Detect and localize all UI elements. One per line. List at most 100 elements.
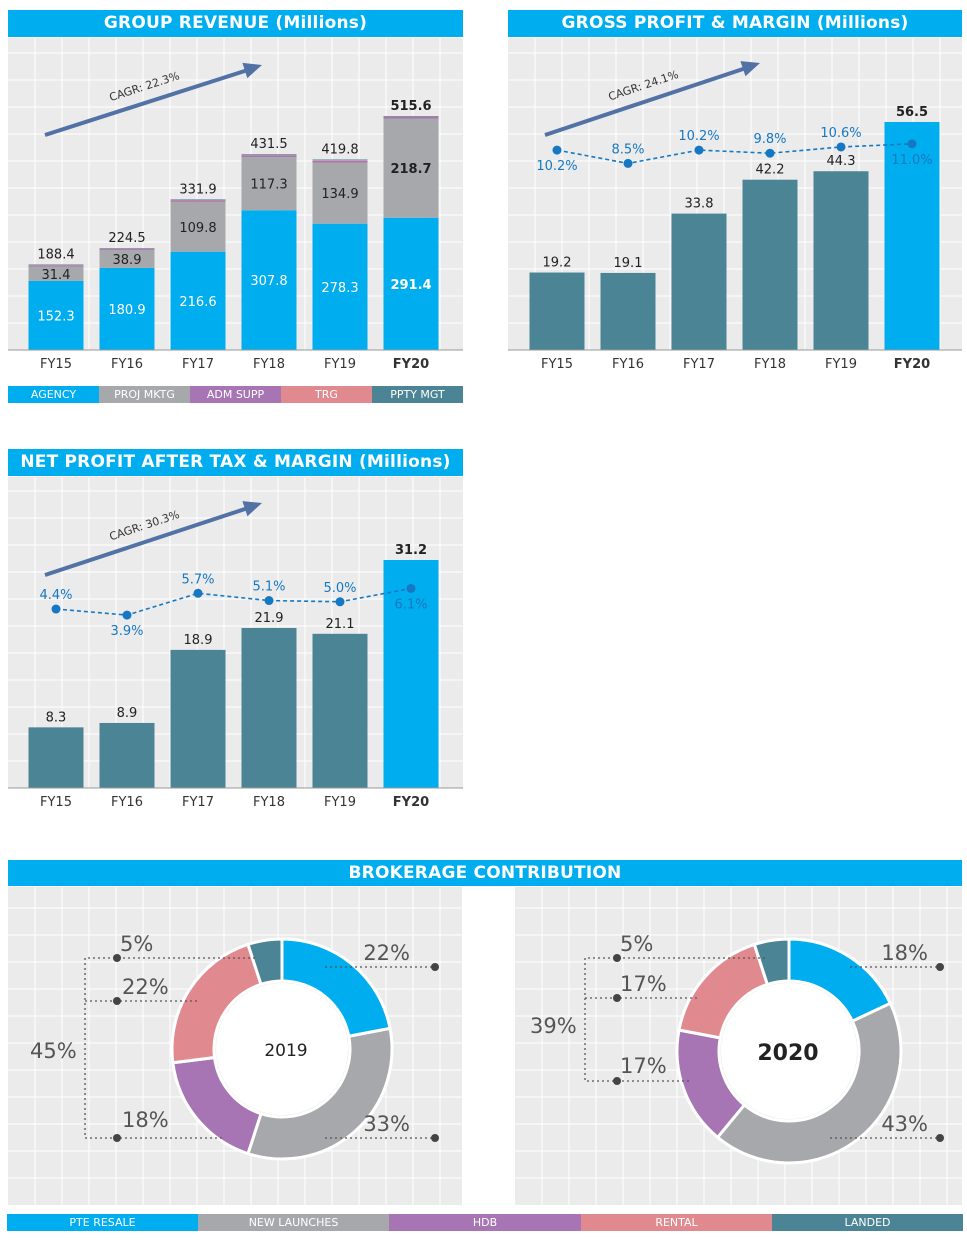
gross-profit-x-tick-FY15: FY15 — [541, 357, 573, 372]
brokerage-legend: PTE RESALE NEW LAUNCHES HDB RENTAL LANDE… — [7, 1214, 963, 1231]
donut-2020-leader-dot-new — [936, 1134, 944, 1142]
gross-profit-bar-FY19 — [813, 171, 869, 350]
gross-profit-bar-FY17 — [671, 213, 727, 350]
gross-profit-value-label-FY19: 44.3 — [827, 154, 856, 169]
donut-2020-label-new: 43% — [881, 1112, 928, 1136]
legend-rental: RENTAL — [581, 1214, 772, 1231]
revenue-bar-agency-FY19 — [312, 223, 368, 350]
revenue-total-label-FY19: 419.8 — [321, 142, 358, 157]
donut-2019-slice-landed — [246, 937, 284, 987]
revenue-bar-adm-supp-FY16 — [99, 249, 155, 251]
donut-2020-slice-landed — [752, 937, 791, 987]
net-profit-bar-FY17 — [170, 649, 226, 788]
legend-hdb: HDB — [389, 1214, 581, 1231]
gross-profit-x-tick-FY17: FY17 — [683, 357, 715, 372]
net-profit-bar-FY20 — [383, 560, 439, 788]
revenue-chart-title: GROUP REVENUE (Millions) — [8, 10, 463, 37]
gross-profit-value-label-FY16: 19.1 — [614, 256, 643, 271]
donut-2020-leader-dot-pte — [936, 963, 944, 971]
gross-profit-bar-FY18 — [742, 179, 798, 350]
revenue-bar-agency-FY17 — [170, 251, 226, 350]
revenue-total-label-FY17: 331.9 — [179, 182, 216, 197]
donut-2019-dot-landed — [113, 954, 121, 962]
revenue-bar-ppty-mgt-FY19 — [312, 159, 368, 161]
net-profit-margin-point-FY18 — [264, 596, 274, 606]
gross-profit-x-tick-FY16: FY16 — [612, 357, 644, 372]
donut-2019-dot-hdb — [113, 1134, 121, 1142]
donut-2019-label-new: 33% — [363, 1112, 410, 1136]
net-profit-value-label-FY19: 21.1 — [326, 617, 355, 632]
donut-2019-leader-dot-new — [431, 1134, 439, 1142]
donut-2020-leader-group — [584, 957, 765, 1082]
revenue-bar-proj-mktg-FY15 — [28, 266, 84, 281]
donut-2019-label-pte: 22% — [363, 941, 410, 965]
revenue-x-tick-FY16: FY16 — [111, 357, 143, 372]
gross-profit-x-tick-FY20: FY20 — [894, 357, 930, 372]
gross-profit-arrow-line — [544, 64, 753, 137]
net-profit-value-label-FY15: 8.3 — [46, 710, 67, 725]
revenue-bar-proj-mktg-FY17 — [170, 201, 226, 252]
legend-ppty-mgt: PPTY MGT — [372, 386, 463, 403]
net-profit-margin-point-FY16 — [122, 610, 132, 620]
brokerage-title: BROKERAGE CONTRIBUTION — [8, 860, 962, 886]
revenue-bar-agency-FY18 — [241, 210, 297, 350]
net-profit-chart-title: NET PROFIT AFTER TAX & MARGIN (Millions) — [8, 449, 463, 476]
net-profit-x-tick-FY17: FY17 — [182, 795, 214, 810]
net-profit-x-tick-FY20: FY20 — [393, 795, 429, 810]
gross-profit-bar-FY15 — [529, 272, 585, 350]
legend-trg: TRG — [281, 386, 372, 403]
revenue-agency-label-FY18: 307.8 — [250, 274, 287, 289]
net-profit-margin-label-FY15: 4.4% — [39, 588, 72, 603]
revenue-total-label-FY18: 431.5 — [250, 137, 287, 152]
net-profit-bar-FY19 — [312, 633, 368, 788]
gross-profit-margin-point-FY16 — [623, 158, 633, 168]
legend-adm-supp: ADM SUPP — [190, 386, 281, 403]
gross-profit-value-label-FY15: 19.2 — [543, 256, 572, 271]
legend-agency: AGENCY — [8, 386, 99, 403]
gross-profit-margin-label-FY15: 10.2% — [536, 159, 577, 174]
net-profit-x-tick-FY19: FY19 — [324, 795, 356, 810]
revenue-bar-adm-supp-FY20 — [383, 116, 439, 119]
revenue-bar-agency-FY16 — [99, 267, 155, 350]
donut-2020-label-group: 39% — [530, 1014, 577, 1038]
revenue-proj-label-FY17: 109.8 — [179, 221, 216, 236]
revenue-agency-label-FY19: 278.3 — [321, 281, 358, 296]
donut-2020-center-label: 2020 — [757, 1041, 818, 1066]
revenue-bar-proj-mktg-FY20 — [383, 118, 439, 218]
donut-2020-label-pte: 18% — [881, 941, 928, 965]
revenue-proj-label-FY15: 31.4 — [42, 268, 71, 283]
gross-profit-margin-point-FY17 — [694, 145, 704, 155]
revenue-bar-adm-supp-FY15 — [28, 265, 84, 267]
revenue-bar-proj-mktg-FY16 — [99, 250, 155, 268]
revenue-bar-trg-FY18 — [241, 154, 297, 156]
gross-profit-margin-point-FY19 — [836, 142, 846, 152]
net-profit-margin-line — [55, 587, 412, 616]
net-profit-margin-point-FY17 — [193, 588, 203, 598]
revenue-proj-label-FY20: 218.7 — [390, 162, 431, 177]
revenue-bar-ppty-mgt-FY18 — [241, 154, 297, 155]
revenue-total-label-FY15: 188.4 — [37, 247, 74, 262]
donut-2019-leader-group — [84, 957, 255, 1139]
gross-profit-value-label-FY18: 42.2 — [756, 163, 785, 178]
gross-profit-bar-FY20 — [884, 122, 940, 350]
revenue-bar-ppty-mgt-FY17 — [170, 199, 226, 200]
gross-profit-margin-label-FY16: 8.5% — [611, 142, 644, 157]
donut-2020-center-hole — [721, 983, 857, 1119]
net-profit-margin-label-FY17: 5.7% — [181, 572, 214, 587]
gross-profit-margin-point-FY20 — [907, 139, 917, 149]
gross-profit-value-label-FY20: 56.5 — [896, 105, 928, 120]
net-profit-arrow-line — [44, 504, 255, 577]
legend-landed: LANDED — [772, 1214, 963, 1231]
gross-profit-margin-point-FY15 — [552, 145, 562, 155]
donut-2020-dot-hdb — [613, 1077, 621, 1085]
donut-2019-center-hole — [216, 983, 348, 1115]
revenue-proj-label-FY19: 134.9 — [321, 187, 358, 202]
gross-profit-margin-label-FY20: 11.0% — [891, 153, 932, 168]
revenue-bar-trg-FY19 — [312, 160, 368, 161]
revenue-bar-ppty-mgt-FY15 — [28, 264, 84, 266]
revenue-bar-adm-supp-FY17 — [170, 200, 226, 202]
gross-profit-arrow-head — [740, 61, 760, 77]
net-profit-x-tick-FY16: FY16 — [111, 795, 143, 810]
revenue-proj-label-FY18: 117.3 — [250, 178, 287, 193]
